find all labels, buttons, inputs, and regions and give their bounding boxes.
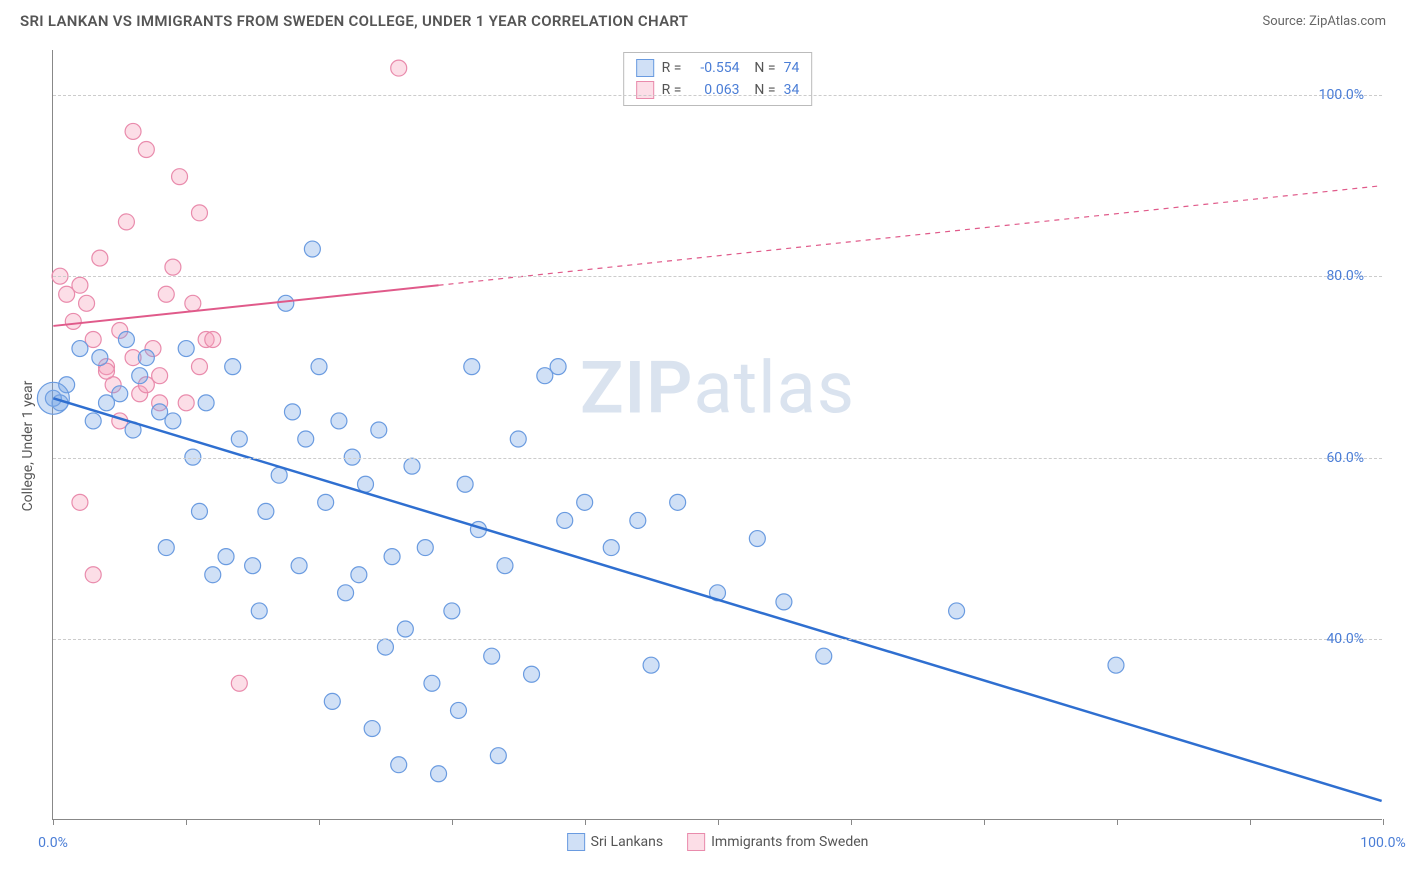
x-tick-label-right: 100.0% bbox=[1360, 835, 1405, 851]
x-tick-label-left: 0.0% bbox=[38, 835, 68, 851]
x-tick bbox=[718, 819, 719, 825]
x-tick bbox=[1117, 819, 1118, 825]
x-tick bbox=[1250, 819, 1251, 825]
x-tick bbox=[53, 819, 54, 825]
stats-row-blue: R = -0.554 N = 74 bbox=[636, 57, 800, 79]
source-attribution: Source: ZipAtlas.com bbox=[1262, 14, 1386, 29]
series-legend: Sri Lankans Immigrants from Sweden bbox=[567, 833, 869, 851]
x-tick bbox=[452, 819, 453, 825]
gridline-h bbox=[53, 95, 1382, 96]
x-tick bbox=[585, 819, 586, 825]
legend-item-sri-lankans: Sri Lankans bbox=[567, 833, 664, 851]
y-tick-label: 40.0% bbox=[1326, 631, 1364, 647]
gridline-h bbox=[53, 458, 1382, 459]
stats-legend-box: R = -0.554 N = 74 R = 0.063 N = 34 bbox=[623, 52, 813, 106]
legend-item-sweden: Immigrants from Sweden bbox=[687, 833, 868, 851]
y-tick-label: 80.0% bbox=[1326, 268, 1364, 284]
x-tick bbox=[851, 819, 852, 825]
gridline-h bbox=[53, 639, 1382, 640]
stats-row-pink: R = 0.063 N = 34 bbox=[636, 79, 800, 101]
x-tick bbox=[186, 819, 187, 825]
gridline-h bbox=[53, 276, 1382, 277]
y-axis-label: College, Under 1 year bbox=[20, 381, 36, 512]
x-tick bbox=[984, 819, 985, 825]
swatch-pink-legend bbox=[687, 833, 705, 851]
swatch-blue-legend bbox=[567, 833, 585, 851]
y-tick-label: 60.0% bbox=[1326, 450, 1364, 466]
scatter-svg bbox=[53, 50, 1382, 819]
swatch-pink bbox=[636, 81, 654, 99]
y-tick-label: 100.0% bbox=[1319, 87, 1364, 103]
x-tick bbox=[1383, 819, 1384, 825]
chart-title: SRI LANKAN VS IMMIGRANTS FROM SWEDEN COL… bbox=[20, 12, 688, 30]
swatch-blue bbox=[636, 59, 654, 77]
chart-plot-area: ZIPatlas R = -0.554 N = 74 R = 0.063 N =… bbox=[52, 50, 1382, 820]
x-tick bbox=[319, 819, 320, 825]
